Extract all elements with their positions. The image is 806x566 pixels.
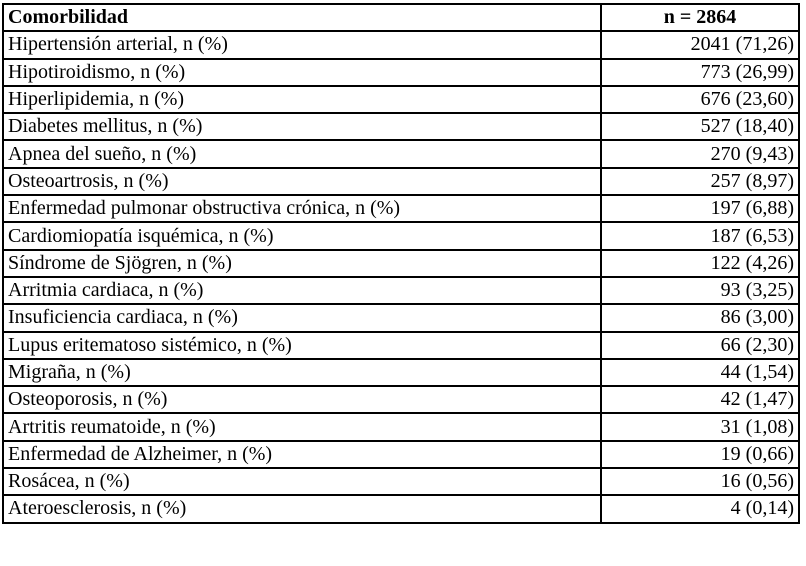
count-cell: 66 (2,30) bbox=[600, 330, 800, 360]
count-cell: 42 (1,47) bbox=[600, 385, 800, 415]
comorbidity-cell: Osteoartrosis, n (%) bbox=[2, 166, 602, 197]
comorbidity-cell: Síndrome de Sjögren, n (%) bbox=[2, 248, 602, 278]
header-row: Comorbilidad n = 2864 bbox=[2, 2, 800, 33]
comorbidity-cell: Diabetes mellitus, n (%) bbox=[2, 112, 602, 142]
table-row: Osteoporosis, n (%) 42 (1,47) bbox=[2, 385, 800, 415]
count-cell: 19 (0,66) bbox=[600, 439, 800, 470]
table-row: Ateroesclerosis, n (%) 4 (0,14) bbox=[2, 494, 800, 524]
count-cell: 16 (0,56) bbox=[600, 467, 800, 497]
comorbidity-cell: Rosácea, n (%) bbox=[2, 467, 602, 497]
count-cell: 2041 (71,26) bbox=[600, 30, 800, 60]
table-row: Enfermedad de Alzheimer, n (%) 19 (0,66) bbox=[2, 439, 800, 470]
count-cell: 44 (1,54) bbox=[600, 357, 800, 388]
table-row: Cardiomiopatía isquémica, n (%) 187 (6,53… bbox=[2, 221, 800, 251]
table-row: Enfermedad pulmonar obstructiva crónica,… bbox=[2, 194, 800, 224]
table-row: Insuficiencia cardiaca, n (%) 86 (3,00) bbox=[2, 303, 800, 333]
table-row: Diabetes mellitus, n (%) 527 (18,40) bbox=[2, 112, 800, 142]
count-cell: 122 (4,26) bbox=[600, 248, 800, 278]
comorbidity-cell: Insuficiencia cardiaca, n (%) bbox=[2, 303, 602, 333]
comorbidity-cell: Enfermedad de Alzheimer, n (%) bbox=[2, 439, 602, 470]
count-cell: 93 (3,25) bbox=[600, 275, 800, 306]
comorbidity-cell: Osteoporosis, n (%) bbox=[2, 385, 602, 415]
comorbidity-cell: Lupus eritematoso sistémico, n (%) bbox=[2, 330, 602, 360]
count-cell: 86 (3,00) bbox=[600, 303, 800, 333]
comorbidity-cell: Hipertensión arterial, n (%) bbox=[2, 30, 602, 60]
count-cell: 187 (6,53) bbox=[600, 221, 800, 251]
table-row: Síndrome de Sjögren, n (%) 122 (4,26) bbox=[2, 248, 800, 278]
table-row: Rosácea, n (%) 16 (0,56) bbox=[2, 467, 800, 497]
count-cell: 676 (23,60) bbox=[600, 84, 800, 115]
comorbidity-cell: Migraña, n (%) bbox=[2, 357, 602, 388]
comorbidity-cell: Arritmia cardiaca, n (%) bbox=[2, 275, 602, 306]
comorbidity-cell: Hiperlipidemia, n (%) bbox=[2, 84, 602, 115]
comorbidity-cell: Enfermedad pulmonar obstructiva crónica,… bbox=[2, 194, 602, 224]
count-cell: 257 (8,97) bbox=[600, 166, 800, 197]
count-cell: 4 (0,14) bbox=[600, 494, 800, 524]
comorbidity-cell: Cardiomiopatía isquémica, n (%) bbox=[2, 221, 602, 251]
table-row: Hiperlipidemia, n (%) 676 (23,60) bbox=[2, 84, 800, 115]
table-row: Arritmia cardiaca, n (%) 93 (3,25) bbox=[2, 275, 800, 306]
count-cell: 31 (1,08) bbox=[600, 412, 800, 442]
table-row: Apnea del sueño, n (%) 270 (9,43) bbox=[2, 139, 800, 169]
comorbidity-table: Comorbilidad n = 2864 Hipertensión arter… bbox=[2, 2, 800, 524]
table-row: Osteoartrosis, n (%) 257 (8,97) bbox=[2, 166, 800, 197]
table-row: Artritis reumatoide, n (%) 31 (1,08) bbox=[2, 412, 800, 442]
count-cell: 527 (18,40) bbox=[600, 112, 800, 142]
comorbidity-cell: Apnea del sueño, n (%) bbox=[2, 139, 602, 169]
header-n: n = 2864 bbox=[600, 2, 800, 33]
table-row: Migraña, n (%) 44 (1,54) bbox=[2, 357, 800, 388]
header-comorbidity: Comorbilidad bbox=[2, 2, 602, 33]
comorbidity-cell: Ateroesclerosis, n (%) bbox=[2, 494, 602, 524]
table-row: Hipotiroidismo, n (%) 773 (26,99) bbox=[2, 57, 800, 87]
table-row: Hipertensión arterial, n (%) 2041 (71,26) bbox=[2, 30, 800, 60]
comorbidity-cell: Hipotiroidismo, n (%) bbox=[2, 57, 602, 87]
comorbidity-cell: Artritis reumatoide, n (%) bbox=[2, 412, 602, 442]
table-row: Lupus eritematoso sistémico, n (%) 66 (2,… bbox=[2, 330, 800, 360]
count-cell: 773 (26,99) bbox=[600, 57, 800, 87]
count-cell: 270 (9,43) bbox=[600, 139, 800, 169]
count-cell: 197 (6,88) bbox=[600, 194, 800, 224]
